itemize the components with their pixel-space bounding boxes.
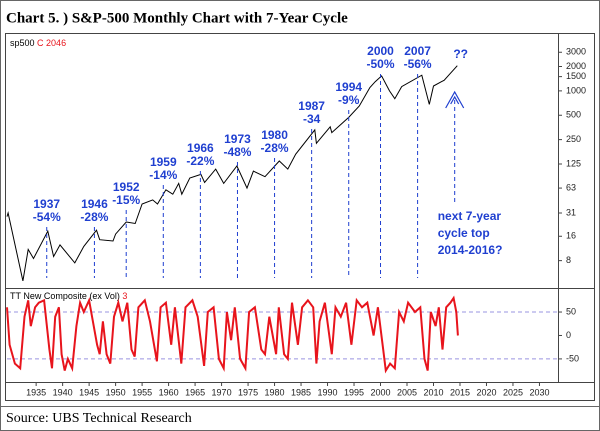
forecast-text: 2014-2016? (438, 243, 503, 257)
indicator-label: TT New Composite (ex Vol) 3 (10, 291, 127, 301)
y-tick-label: 3000 (566, 47, 586, 57)
x-tick-label: 1975 (238, 387, 258, 397)
y-tick-label: 50 (566, 306, 576, 316)
x-tick-label: 1985 (291, 387, 311, 397)
x-tick-label: 1940 (53, 387, 73, 397)
y-tick-label: 1000 (566, 85, 586, 95)
y-tick-label: -50 (566, 353, 579, 363)
cycle-change: -48% (223, 145, 251, 159)
cycle-change: -54% (33, 210, 61, 224)
x-tick-label: 1935 (26, 387, 46, 397)
x-tick-label: 2030 (529, 387, 549, 397)
series-name: sp500 (10, 38, 35, 48)
cycle-year: 1973 (224, 132, 251, 146)
cycle-change: -34 (303, 112, 321, 126)
chart-frame (5, 33, 595, 401)
cycle-year: 1959 (150, 155, 177, 169)
indicator-name: TT New Composite (ex Vol) (10, 291, 120, 301)
y-tick-label: 125 (566, 158, 581, 168)
x-tick-label: 2015 (450, 387, 470, 397)
data-line (6, 65, 458, 282)
cycle-change: -22% (186, 154, 214, 168)
x-tick-label: 2005 (397, 387, 417, 397)
cycle-year: 1980 (261, 128, 288, 142)
cycle-year: 2007 (404, 44, 431, 58)
x-tick-label: 2020 (476, 387, 496, 397)
last-value: C 2046 (37, 38, 66, 48)
x-tick-label: 1995 (344, 387, 364, 397)
y-tick-label: 1500 (566, 71, 586, 81)
cycle-change: -28% (80, 210, 108, 224)
cycle-change: -9% (338, 93, 360, 107)
x-tick-label: 1950 (106, 387, 126, 397)
x-tick-label: 1970 (212, 387, 232, 397)
x-tick-label: 1980 (265, 387, 285, 397)
source: Source: UBS Technical Research (6, 411, 192, 426)
y-tick-label: 2000 (566, 61, 586, 71)
y-tick-label: 8 (566, 255, 571, 265)
cycle-year: 1966 (187, 141, 214, 155)
cycle-year: 1946 (81, 197, 108, 211)
y-tick-label: 500 (566, 110, 581, 120)
forecast-mark: ?? (453, 47, 468, 61)
y-tick-label: 250 (566, 134, 581, 144)
forecast-text: next 7-year (438, 209, 502, 223)
forecast-text: cycle top (438, 226, 490, 240)
x-tick-label: 1945 (79, 387, 99, 397)
title: Chart 5. ) S&P-500 Monthly Chart with 7-… (6, 10, 348, 26)
forecast-arrow (445, 90, 465, 109)
cycle-year: 2000 (367, 44, 394, 58)
x-tick-label: 1960 (159, 387, 179, 397)
cycle-year: 1937 (33, 197, 60, 211)
data-line (6, 295, 459, 374)
x-tick-label: 1990 (318, 387, 338, 397)
x-tick-label: 1955 (132, 387, 152, 397)
cycle-change: -28% (261, 141, 289, 155)
cycle-change: -50% (367, 57, 395, 71)
x-tick-label: 2025 (503, 387, 523, 397)
x-tick-label: 2010 (423, 387, 443, 397)
y-tick-label: 0 (566, 330, 571, 340)
y-tick-label: 16 (566, 231, 576, 241)
cycle-year: 1994 (335, 80, 362, 94)
series-label: sp500 C 2046 (10, 38, 66, 48)
y-tick-label: 31 (566, 207, 576, 217)
cycle-change: -15% (112, 193, 140, 207)
cycle-change: -56% (404, 57, 432, 71)
x-tick-label: 1965 (185, 387, 205, 397)
indicator-param: 3 (122, 291, 127, 301)
cycle-year: 1952 (113, 180, 140, 194)
cycle-change: -14% (149, 168, 177, 182)
y-tick-label: 63 (566, 182, 576, 192)
cycle-year: 1987 (298, 99, 325, 113)
x-tick-label: 2000 (370, 387, 390, 397)
